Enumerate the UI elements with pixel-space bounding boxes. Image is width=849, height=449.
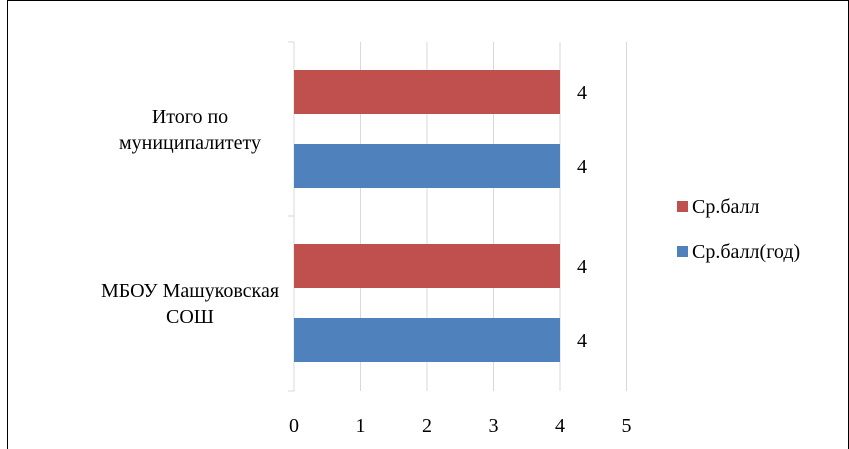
data-label: 4	[577, 82, 587, 104]
data-label: 4	[577, 256, 587, 278]
data-label: 4	[577, 156, 587, 178]
x-tick-label: 4	[555, 415, 565, 437]
x-tick-label: 3	[489, 415, 499, 437]
x-tick-label: 5	[622, 415, 632, 437]
legend-label: Ср.балл(год)	[692, 241, 800, 263]
category-label: Итого по	[152, 106, 228, 128]
bar-sr-ball-1	[294, 244, 560, 288]
data-label: 4	[577, 330, 587, 352]
legend-swatch	[677, 246, 688, 257]
x-tick-label: 0	[289, 415, 299, 437]
bar-sr-ball-god-1	[294, 318, 560, 362]
x-tick-label: 1	[356, 415, 366, 437]
category-label: СОШ	[166, 306, 214, 328]
bar-sr-ball-god-0	[294, 144, 560, 188]
category-label: МБОУ Машуковская	[101, 280, 279, 302]
frame-border-top	[7, 0, 849, 1]
legend-label: Ср.балл	[692, 196, 760, 218]
category-label: муниципалитету	[119, 132, 261, 154]
frame-border-left	[7, 0, 8, 449]
bar-sr-ball-0	[294, 70, 560, 114]
x-tick-label: 2	[422, 415, 432, 437]
legend-swatch	[677, 201, 688, 212]
